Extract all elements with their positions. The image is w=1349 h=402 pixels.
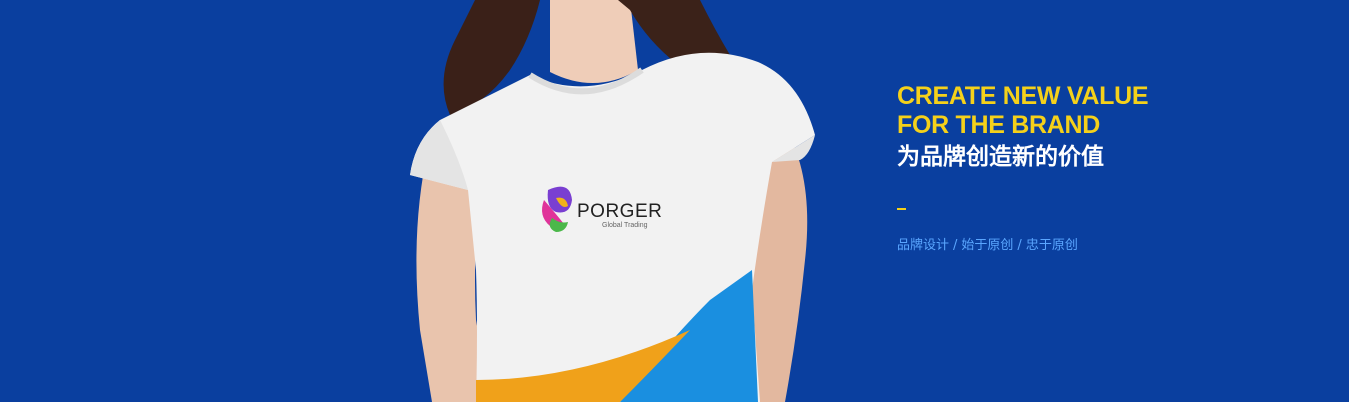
accent-dash (897, 208, 906, 210)
tagline-item: 始于原创 (961, 238, 1014, 253)
shirt-logo-sub: Global Trading (602, 222, 648, 229)
tagline-item: 忠于原创 (1025, 238, 1078, 253)
tagline: 品牌设计 / 始于原创 / 忠于原创 (897, 237, 1317, 255)
shirt-logo-brand: PORGER (577, 201, 663, 222)
headline-en-line2: FOR THE BRAND (897, 111, 1101, 139)
headline-cn: 为品牌创造新的价值 (897, 143, 1104, 170)
hero-copy: CREATE NEW VALUE FOR THE BRAND 为品牌创造新的价值… (897, 82, 1317, 255)
tagline-item: 品牌设计 (897, 238, 950, 253)
tagline-separator: / (953, 238, 958, 253)
tagline-separator: / (1017, 238, 1022, 253)
model-wearing-branded-tshirt: PORGER Global Trading (380, 0, 850, 402)
headline-en-line1: CREATE NEW VALUE (897, 82, 1149, 110)
porger-logo-mark (542, 186, 572, 232)
